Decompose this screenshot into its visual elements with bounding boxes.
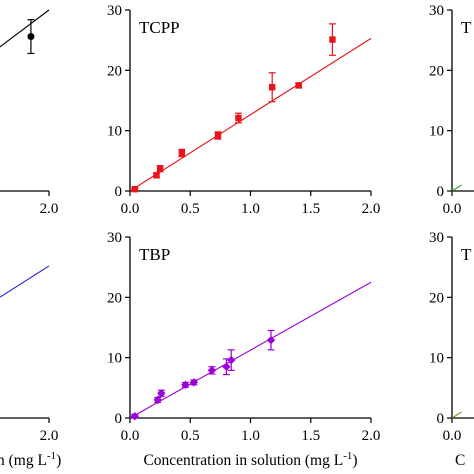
x-tick-label: 0.5 xyxy=(181,428,200,444)
y-tick-label: 30 xyxy=(107,230,122,246)
panel-6: 0.00 10 20 30 T C xyxy=(429,230,474,469)
x-tick-label: 0.0 xyxy=(443,201,462,217)
data-point xyxy=(235,114,242,122)
x-axis-label-tail: ) xyxy=(56,452,61,469)
x-axis-label-text: n (mg L xyxy=(0,452,47,469)
fit-line xyxy=(0,9,50,48)
y-tick-label: 0 xyxy=(437,184,445,200)
x-tick-label: 2.0 xyxy=(362,428,381,444)
x-axis-label: Concentration in solution (mg L-1) xyxy=(143,450,357,469)
y-tick-label: 20 xyxy=(107,63,122,79)
panel-label: T xyxy=(461,245,472,264)
y-tick-label: 10 xyxy=(429,351,444,367)
data-point xyxy=(189,378,199,387)
x-tick-label: 1.0 xyxy=(241,428,260,444)
data-point xyxy=(131,185,139,193)
x-tick-label: 2.0 xyxy=(40,201,59,217)
data-point xyxy=(153,172,160,179)
panel-4: 52.0n (mg L-1) xyxy=(0,265,61,469)
data-point xyxy=(295,82,302,89)
data-point xyxy=(156,165,164,172)
y-tick-label: 30 xyxy=(429,230,444,246)
x-tick-label: 0.0 xyxy=(121,428,140,444)
x-axis-label-text: Concentration in solution (mg L xyxy=(143,452,343,469)
data-point xyxy=(268,84,276,91)
x-axis-label-superscript: -1 xyxy=(343,450,352,462)
y-tick-label: 0 xyxy=(437,411,445,427)
x-axis-label: n (mg L-1) xyxy=(0,450,61,469)
y-tick-label: 0 xyxy=(115,184,123,200)
x-tick-label: 0.0 xyxy=(443,428,462,444)
x-tick-label: 2.0 xyxy=(362,201,381,217)
y-tick-label: 0 xyxy=(115,411,123,427)
data-point xyxy=(178,149,186,157)
x-axis-label-text: C xyxy=(455,452,465,469)
panel-label: T xyxy=(461,18,472,37)
y-tick-label: 30 xyxy=(429,3,444,19)
data-point xyxy=(266,335,276,345)
y-tick-label: 10 xyxy=(429,124,444,140)
x-axis-label-tail: ) xyxy=(352,452,357,469)
y-tick-label: 30 xyxy=(107,3,122,19)
panel-label: TBP xyxy=(139,245,170,264)
data-point xyxy=(157,389,166,398)
y-tick-label: 10 xyxy=(107,351,122,367)
fit-line xyxy=(129,37,372,192)
data-point xyxy=(329,36,336,43)
x-axis-label: C xyxy=(455,452,465,469)
fit-line xyxy=(0,265,50,298)
x-tick-label: 1.5 xyxy=(301,428,320,444)
panel-5: 0.0 0.5 1.0 1.5 2.0 0 10 20 30 TBP Concentration i… xyxy=(107,230,380,469)
data-point xyxy=(27,33,35,41)
y-tick-label: 10 xyxy=(107,124,122,140)
panel-2: 0.0 0.5 1.0 1.5 2.0 0 10 20 30 TCPP xyxy=(107,3,380,217)
fit-line xyxy=(451,184,462,192)
x-axis-label-superscript: -1 xyxy=(47,450,56,462)
panel-label: TCPP xyxy=(139,18,180,37)
data-point xyxy=(153,395,162,405)
data-point xyxy=(181,380,190,390)
panel-1: 52.0 xyxy=(0,9,59,217)
panel-3: 0.00 10 20 30 T xyxy=(429,3,474,217)
data-point xyxy=(227,355,236,365)
data-point xyxy=(222,362,231,371)
x-tick-label: 0.5 xyxy=(181,201,200,217)
data-point xyxy=(214,132,222,139)
x-tick-label: 1.0 xyxy=(241,201,260,217)
fit-line xyxy=(129,281,372,419)
x-tick-label: 0.0 xyxy=(121,201,140,217)
data-point xyxy=(130,411,140,421)
x-tick-label: 2.0 xyxy=(40,428,59,444)
x-tick-label: 1.5 xyxy=(301,201,320,217)
fit-line xyxy=(451,411,462,419)
y-tick-label: 20 xyxy=(429,63,444,79)
y-tick-label: 20 xyxy=(429,290,444,306)
y-tick-label: 20 xyxy=(107,290,122,306)
data-point xyxy=(207,366,217,375)
